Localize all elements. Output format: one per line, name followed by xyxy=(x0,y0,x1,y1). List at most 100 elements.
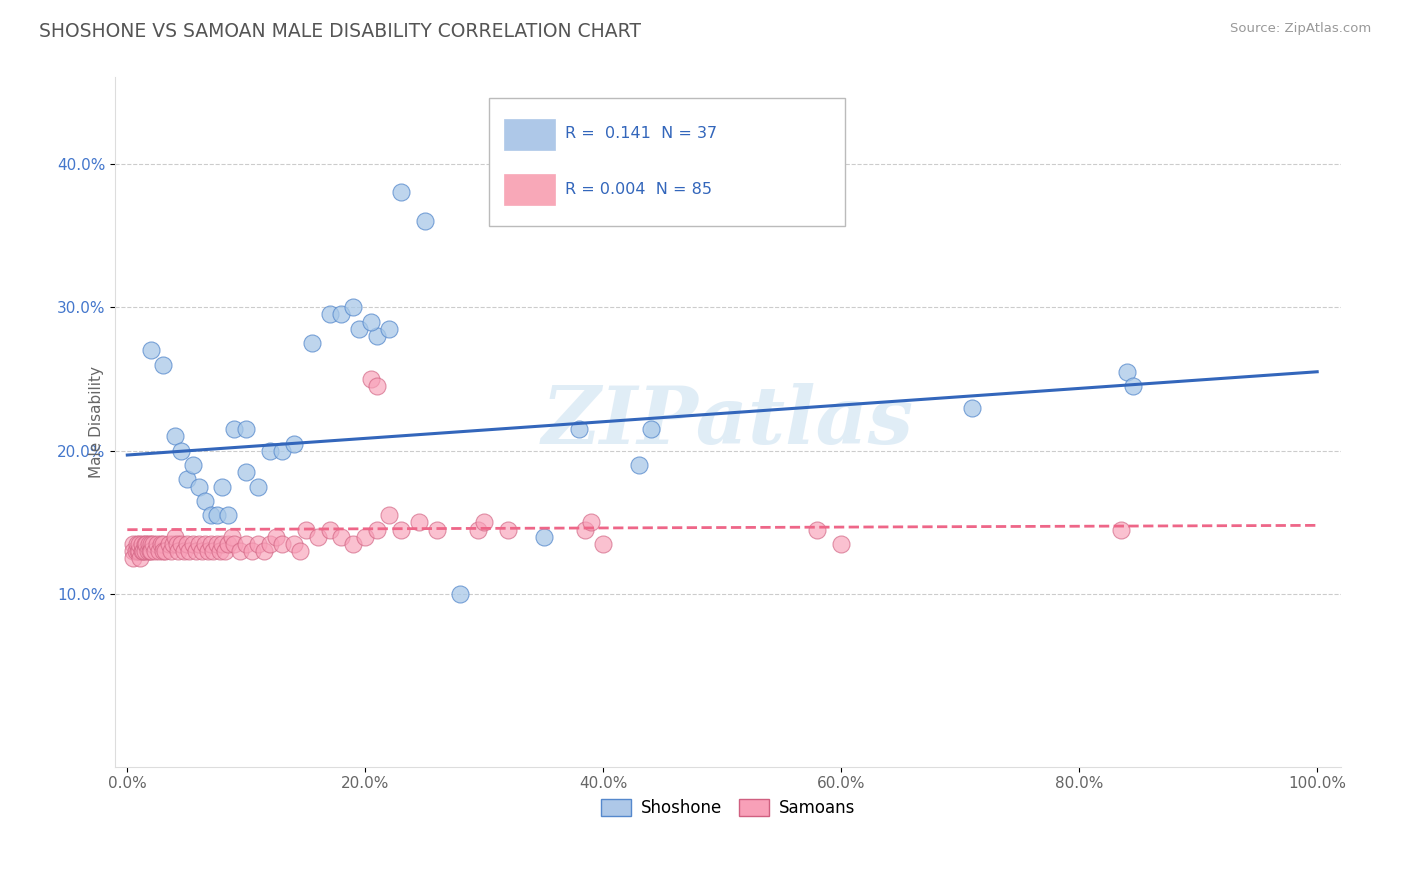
Point xyxy=(408,516,430,530)
Point xyxy=(149,537,172,551)
Point xyxy=(389,523,412,537)
Point xyxy=(125,537,148,551)
Point xyxy=(330,307,353,321)
Point xyxy=(247,480,270,494)
Point xyxy=(472,516,495,530)
Point xyxy=(568,422,591,436)
Bar xyxy=(503,119,555,150)
Point xyxy=(581,516,603,530)
Point xyxy=(496,523,519,537)
Point xyxy=(253,544,276,558)
Point xyxy=(288,544,311,558)
Point xyxy=(283,436,305,450)
Point xyxy=(176,537,198,551)
Point xyxy=(271,443,294,458)
Point xyxy=(181,537,204,551)
Point xyxy=(413,214,436,228)
Point xyxy=(240,544,263,558)
Point xyxy=(128,544,150,558)
Point xyxy=(209,544,232,558)
Point xyxy=(173,544,195,558)
Point xyxy=(360,314,382,328)
Point xyxy=(426,523,449,537)
Point xyxy=(122,551,145,566)
Point xyxy=(354,530,377,544)
Point xyxy=(200,508,222,523)
Point xyxy=(135,537,157,551)
Point xyxy=(152,544,174,558)
Point xyxy=(640,422,662,436)
Point xyxy=(170,443,193,458)
Point xyxy=(592,537,614,551)
Point xyxy=(301,336,323,351)
Point xyxy=(163,530,186,544)
Point xyxy=(139,544,162,558)
Point xyxy=(122,537,145,551)
Point xyxy=(136,544,159,558)
Point xyxy=(217,537,239,551)
Point xyxy=(166,537,188,551)
Point xyxy=(217,508,239,523)
Point xyxy=(229,544,252,558)
Point xyxy=(187,537,209,551)
Point xyxy=(194,537,217,551)
Point xyxy=(960,401,983,415)
Point xyxy=(186,544,208,558)
Point xyxy=(235,537,257,551)
Point xyxy=(342,537,364,551)
Bar xyxy=(503,174,555,205)
Point xyxy=(181,458,204,472)
Point xyxy=(235,422,257,436)
Point xyxy=(143,544,166,558)
FancyBboxPatch shape xyxy=(489,98,845,226)
Point xyxy=(128,537,150,551)
Point xyxy=(160,544,183,558)
Point xyxy=(259,443,281,458)
Point xyxy=(187,480,209,494)
Text: R =  0.141  N = 37: R = 0.141 N = 37 xyxy=(565,127,717,142)
Point xyxy=(224,537,246,551)
Point xyxy=(194,494,217,508)
Point xyxy=(132,544,155,558)
Point xyxy=(155,544,177,558)
Point xyxy=(138,537,160,551)
Point xyxy=(163,429,186,443)
Point xyxy=(627,458,650,472)
Point xyxy=(211,537,233,551)
Point xyxy=(131,544,153,558)
Point xyxy=(574,523,596,537)
Point xyxy=(139,343,162,358)
Point xyxy=(191,544,214,558)
Point xyxy=(129,551,152,566)
Point xyxy=(271,537,294,551)
Point xyxy=(378,321,401,335)
Point xyxy=(142,537,165,551)
Point xyxy=(806,523,828,537)
Point xyxy=(360,372,382,386)
Text: R = 0.004  N = 85: R = 0.004 N = 85 xyxy=(565,182,713,196)
Point xyxy=(176,472,198,486)
Point xyxy=(378,508,401,523)
Text: SHOSHONE VS SAMOAN MALE DISABILITY CORRELATION CHART: SHOSHONE VS SAMOAN MALE DISABILITY CORRE… xyxy=(39,22,641,41)
Point xyxy=(124,544,146,558)
Point xyxy=(294,523,316,537)
Point xyxy=(197,544,219,558)
Point xyxy=(307,530,329,544)
Point xyxy=(200,537,222,551)
Point xyxy=(201,544,224,558)
Point xyxy=(330,530,353,544)
Point xyxy=(205,537,228,551)
Point xyxy=(148,544,170,558)
Point xyxy=(131,537,153,551)
Point xyxy=(211,480,233,494)
Point xyxy=(127,544,149,558)
Point xyxy=(205,508,228,523)
Point xyxy=(389,186,412,200)
Point xyxy=(122,544,145,558)
Point xyxy=(162,537,184,551)
Point xyxy=(366,329,388,343)
Point xyxy=(152,537,174,551)
Point xyxy=(366,379,388,393)
Point xyxy=(533,530,555,544)
Point xyxy=(139,544,162,558)
